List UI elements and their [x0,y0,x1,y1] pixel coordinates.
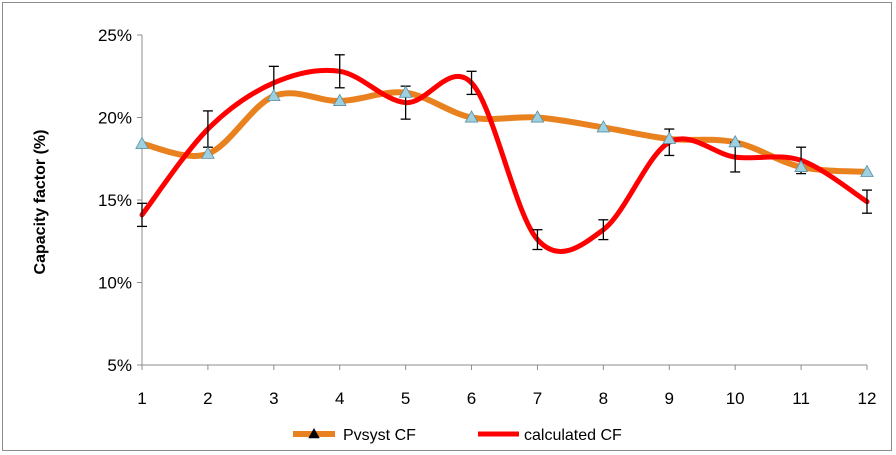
x-tick-label: 1 [137,389,146,408]
data-point-pvsyst-cf [398,85,413,98]
legend-marker-pvsyst-cf [308,428,320,439]
error-bar [466,70,477,96]
capacity-factor-chart: 5%10%15%20%25%1 2 3 4 5 6 7 8 9 10 11 12 Pvsyst CF c… [32,26,876,444]
x-tick-label: 7 [533,389,542,408]
data-point-pvsyst-cf [794,159,808,172]
data-point-pvsyst-cf [266,88,281,101]
legend-label-calculated-cf: calculated CF [524,427,622,444]
x-tick-label: 12 [858,389,877,408]
x-tick-label: 11 [792,389,810,408]
data-point-pvsyst-cf [464,110,479,123]
y-tick-label: 5% [107,356,132,375]
x-tick-label: 6 [467,389,476,408]
series-layer [135,54,874,254]
x-tick-label: 3 [269,389,278,408]
series-line-calculated-cf [139,67,870,254]
data-point-pvsyst-cf [201,146,215,159]
x-tick-label: 9 [665,389,674,408]
data-point-pvsyst-cf [596,120,611,133]
error-bar [334,54,345,89]
y-tick-label: 10% [98,274,132,293]
axes: 5%10%15%20%25%1 2 3 4 5 6 7 8 9 10 11 12 [98,26,876,408]
y-tick-label: 25% [98,26,132,45]
x-tick-label: 10 [726,389,745,408]
x-tick-label: 5 [401,389,410,408]
data-point-pvsyst-cf [662,131,677,144]
y-tick-label: 15% [98,191,132,210]
data-point-pvsyst-cf [332,93,347,106]
data-point-pvsyst-cf [860,164,874,177]
error-bar [532,229,543,251]
y-axis-title: Capacity factor (%) [32,130,49,275]
x-tick-label: 4 [335,389,344,408]
y-tick-label: 20% [98,109,132,128]
data-point-pvsyst-cf [530,110,545,123]
error-bar [862,189,872,214]
x-tick-label: 2 [203,389,212,408]
data-point-pvsyst-cf [135,136,149,149]
legend-label-pvsyst-cf: Pvsyst CF [343,427,416,444]
series-line-pvsyst-cf [139,89,870,175]
legend: Pvsyst CF calculated CF [293,427,622,444]
data-point-pvsyst-cf [728,134,743,148]
x-tick-label: 8 [599,389,608,408]
error-bar [598,219,609,241]
error-bar [137,202,147,228]
